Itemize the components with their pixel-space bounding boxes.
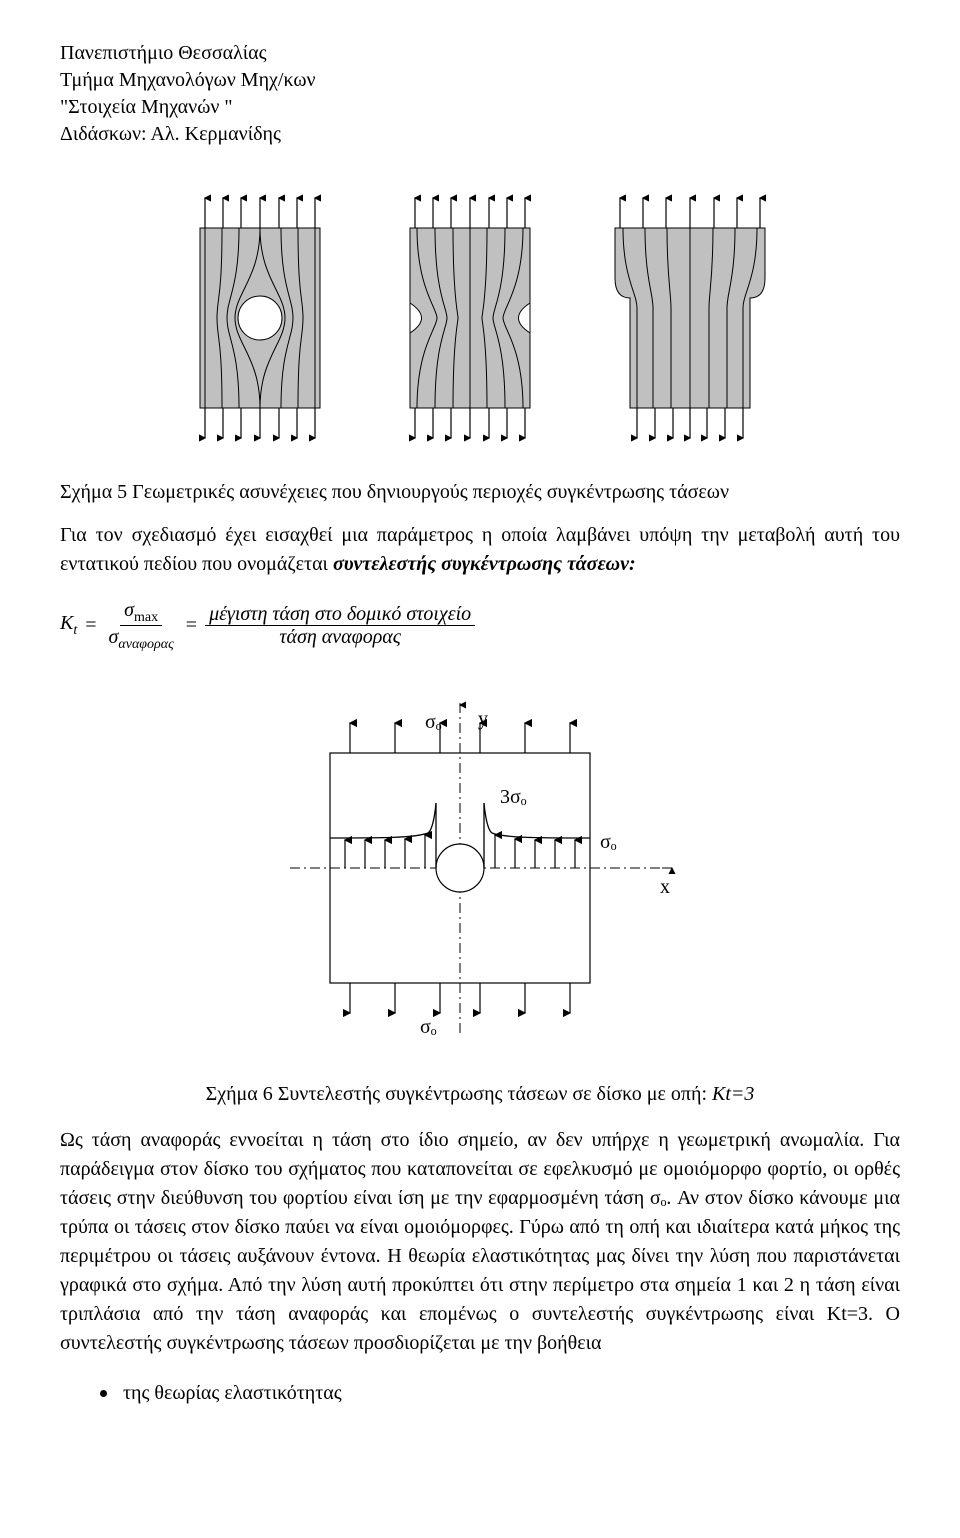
fig5-panel-notch <box>385 178 555 458</box>
bullet-item-1: της θεωρίας ελαστικότητας <box>100 1382 900 1405</box>
frac-words: μέγιστη τάση στο δομικό στοιχείο τάση αν… <box>205 603 475 648</box>
bullet-text-1: της θεωρίας ελαστικότητας <box>123 1382 342 1405</box>
figure-5 <box>60 178 900 458</box>
label-sigma-o-bottom: σₒ <box>420 1016 437 1038</box>
header-line-1: Πανεπιστήμιο Θεσσαλίας <box>60 40 900 67</box>
eq-sign-2: = <box>186 614 197 637</box>
frac-sigma: σmax σαναφορας <box>105 599 178 653</box>
bullet-icon <box>100 1390 107 1397</box>
header-line-3: "Στοιχεία Μηχανών " <box>60 94 900 121</box>
label-y: y <box>478 708 488 730</box>
paragraph-2: Ως τάση αναφοράς εννοείται η τάση στο ίδ… <box>60 1126 900 1358</box>
formula-kt: Kt = σmax σαναφορας = μέγιστη τάση στο δ… <box>60 599 900 653</box>
label-sigma-o-right: σₒ <box>600 831 617 853</box>
header-line-4: Διδάσκων: Αλ. Κερμανίδης <box>60 121 900 148</box>
label-x: x <box>660 876 670 898</box>
figure6-caption: Σχήμα 6 Συντελεστής συγκέντρωσης τάσεων … <box>60 1083 900 1106</box>
label-3sigma-o: 3σₒ <box>500 786 527 808</box>
para1-emph: συντελεστής συγκέντρωσης τάσεων: <box>333 553 636 575</box>
fig6-caption-text: Σχήμα 6 Συντελεστής συγκέντρωσης τάσεων … <box>206 1083 712 1105</box>
figure-6: σₒ y 3σₒ σₒ x σₒ <box>60 683 900 1063</box>
page-header: Πανεπιστήμιο Θεσσαλίας Τμήμα Μηχανολόγων… <box>60 40 900 148</box>
fig5-panel-hole <box>175 178 345 458</box>
figure5-caption: Σχήμα 5 Γεωμετρικές ασυνέχειες που δηνιο… <box>60 478 900 507</box>
fig5-panel-fillet <box>595 178 785 458</box>
eq-sign-1: = <box>85 614 96 637</box>
label-sigma-o-top: σₒ <box>425 711 442 733</box>
paragraph-1: Για τον σχεδιασμό έχει εισαχθεί μια παρά… <box>60 521 900 579</box>
fig6-kt: Κt=3 <box>712 1083 754 1105</box>
header-line-2: Τμήμα Μηχανολόγων Μηχ/κων <box>60 67 900 94</box>
kt-lhs: Kt <box>60 612 77 639</box>
